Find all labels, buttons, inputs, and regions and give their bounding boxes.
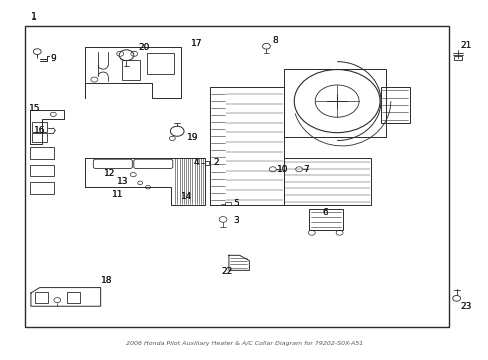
Text: 2: 2: [213, 158, 219, 167]
Text: 23: 23: [459, 302, 470, 311]
Text: 14: 14: [181, 192, 192, 201]
Bar: [204, 161, 209, 165]
Bar: [380, 87, 409, 123]
Text: 22: 22: [221, 267, 232, 276]
Text: 21: 21: [459, 41, 470, 50]
Text: 11: 11: [112, 190, 123, 199]
Bar: [224, 202, 230, 206]
Text: 10: 10: [276, 165, 287, 174]
Text: 16: 16: [34, 126, 45, 135]
Text: 23: 23: [459, 302, 470, 311]
Text: 15: 15: [29, 104, 41, 113]
Text: 21: 21: [459, 41, 470, 50]
Bar: [32, 122, 47, 132]
Text: 3: 3: [233, 216, 239, 225]
Bar: [32, 134, 47, 142]
Bar: [30, 147, 54, 159]
Text: 22: 22: [221, 267, 232, 276]
Text: 13: 13: [117, 177, 128, 186]
Bar: [453, 56, 461, 60]
Text: 9: 9: [50, 54, 56, 63]
Text: 20: 20: [138, 43, 149, 52]
Bar: [66, 292, 80, 303]
Bar: [30, 182, 54, 194]
Text: 10: 10: [276, 165, 287, 174]
Text: 18: 18: [101, 276, 112, 285]
Text: 8: 8: [272, 36, 278, 45]
Bar: [30, 165, 54, 176]
Text: 6: 6: [322, 208, 327, 217]
Text: 14: 14: [181, 192, 192, 201]
Text: 7: 7: [303, 165, 308, 174]
Text: 12: 12: [104, 169, 115, 178]
Text: 5: 5: [233, 199, 239, 208]
Text: 2006 Honda Pilot Auxiliary Heater & A/C Collar Diagram for 79202-S0X-A51: 2006 Honda Pilot Auxiliary Heater & A/C …: [125, 341, 363, 346]
Text: 12: 12: [104, 169, 115, 178]
Text: 4: 4: [193, 158, 199, 167]
Text: 16: 16: [34, 126, 45, 135]
Text: 4: 4: [193, 158, 199, 167]
Text: 17: 17: [190, 39, 202, 48]
Text: 9: 9: [50, 54, 56, 63]
Text: 5: 5: [233, 199, 239, 208]
Text: 15: 15: [29, 104, 41, 113]
Text: 11: 11: [112, 190, 123, 199]
Text: 19: 19: [186, 133, 198, 142]
Bar: [35, 292, 48, 303]
Text: 6: 6: [322, 208, 327, 217]
Text: 8: 8: [272, 36, 278, 45]
Text: 19: 19: [186, 133, 198, 142]
Text: 1: 1: [31, 12, 37, 21]
Bar: [308, 209, 342, 230]
Text: 1: 1: [31, 12, 37, 22]
Bar: [25, 26, 448, 327]
Text: 20: 20: [138, 43, 149, 52]
Bar: [122, 60, 140, 80]
Text: 13: 13: [117, 177, 128, 186]
Bar: [147, 53, 173, 74]
Text: 7: 7: [303, 165, 308, 174]
Text: 18: 18: [101, 276, 112, 285]
Text: 17: 17: [190, 39, 202, 48]
Text: 3: 3: [233, 216, 239, 225]
Text: 2: 2: [213, 158, 219, 167]
